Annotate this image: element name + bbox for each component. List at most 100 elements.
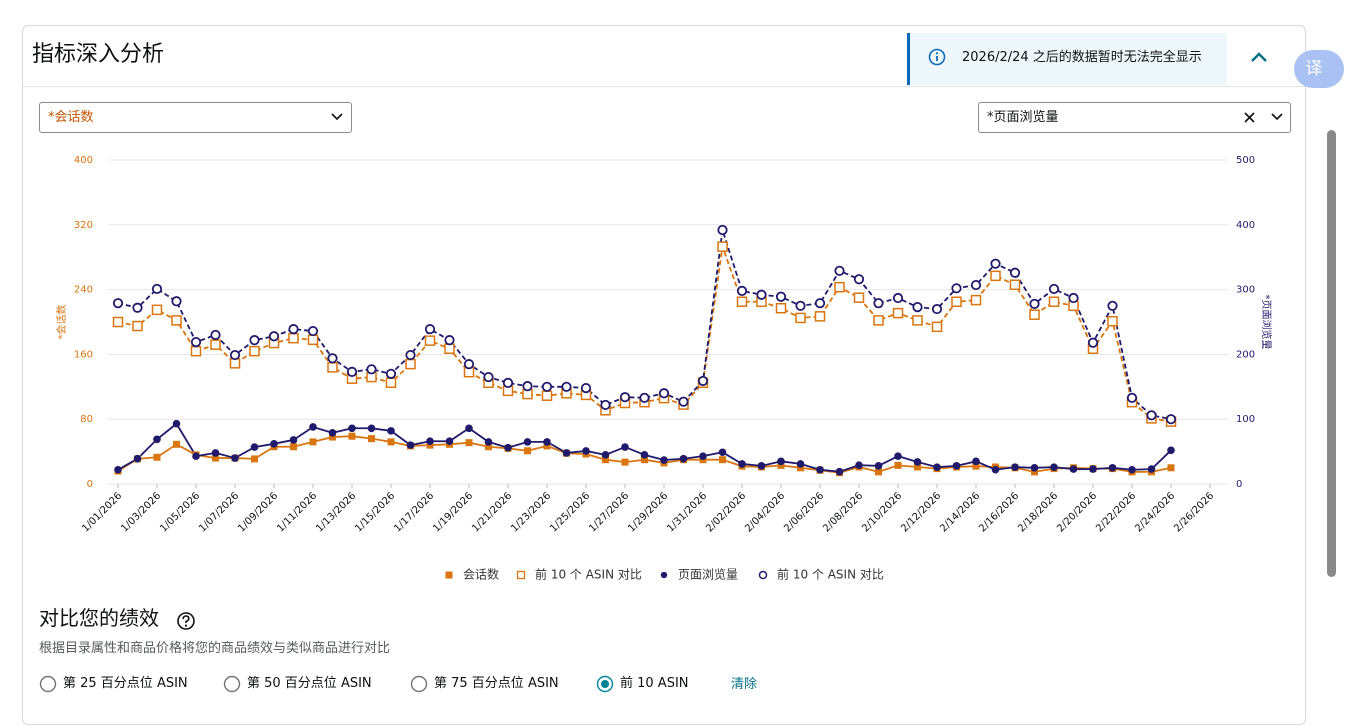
marker <box>210 329 221 341</box>
radio-button[interactable] <box>596 675 614 693</box>
x-tick-label: 2/24/2026 <box>1133 490 1177 534</box>
x-tick-label: 1/19/2026 <box>431 490 475 534</box>
marker <box>210 339 221 350</box>
scrollbar[interactable] <box>1327 130 1336 577</box>
marker <box>600 399 611 411</box>
marker <box>289 436 298 444</box>
clear-link[interactable]: 清除 <box>731 677 758 692</box>
radio-button[interactable] <box>410 675 428 693</box>
y2-tick-label: 300 <box>1236 285 1255 296</box>
marker <box>621 443 629 451</box>
marker <box>951 283 962 294</box>
marker <box>990 270 1001 282</box>
marker <box>504 443 512 452</box>
marker <box>1031 468 1038 476</box>
radio-button[interactable] <box>223 675 241 693</box>
legend-marker <box>660 571 668 579</box>
legend-marker <box>445 571 453 579</box>
y-tick-label: 400 <box>74 155 93 166</box>
marker <box>678 396 689 407</box>
marker <box>640 451 649 459</box>
marker <box>582 447 590 455</box>
marker <box>485 443 492 451</box>
section-title: 对比您的绩效 <box>39 606 159 630</box>
marker <box>757 462 766 470</box>
radio-label[interactable]: 第 75 百分点位 ASIN <box>434 676 559 691</box>
marker <box>309 438 317 446</box>
marker <box>522 381 533 392</box>
section-subtitle: 根据目录属性和商品价格将您的商品绩效与类似商品进行对比 <box>39 641 391 656</box>
legend-item: 页面浏览量 <box>660 567 738 582</box>
marker <box>385 377 397 388</box>
marker <box>816 465 824 474</box>
marker <box>738 460 746 468</box>
marker <box>1029 298 1040 309</box>
marker <box>756 289 767 300</box>
radio-label[interactable]: 前 10 ASIN <box>620 676 689 691</box>
radio-button[interactable] <box>39 675 57 693</box>
x-tick-label: 1/03/2026 <box>119 490 163 534</box>
translate-button[interactable]: 译 <box>1294 50 1344 88</box>
x-tick-label: 1/01/2026 <box>80 490 124 534</box>
marker <box>931 303 943 315</box>
radio-label[interactable]: 第 50 百分点位 ASIN <box>247 676 372 691</box>
marker <box>873 315 884 326</box>
marker <box>190 336 202 348</box>
page: {"header":{"title":"指标深入分析"}, "notice":{… <box>22 25 1344 725</box>
y-tick-label: 80 <box>80 414 93 425</box>
marker <box>1009 279 1021 290</box>
marker <box>327 362 338 373</box>
marker <box>329 433 336 441</box>
clear-icon[interactable] <box>1243 111 1257 125</box>
marker <box>641 456 648 464</box>
marker <box>834 281 845 293</box>
marker <box>1147 465 1156 473</box>
marker <box>835 467 844 476</box>
x-tick-label: 1/09/2026 <box>236 490 280 534</box>
y2-tick-label: 200 <box>1236 349 1255 360</box>
metric-dropdown[interactable]: *页面浏览量 <box>978 102 1291 133</box>
marker <box>153 453 161 461</box>
marker <box>250 443 259 451</box>
x-tick-label: 2/10/2026 <box>860 490 904 534</box>
x-tick-label: 2/20/2026 <box>1055 490 1099 534</box>
x-tick-label: 1/29/2026 <box>626 490 670 534</box>
marker <box>424 324 436 335</box>
marker <box>465 424 473 433</box>
collapse-button[interactable] <box>1249 49 1269 65</box>
x-tick-label: 2/12/2026 <box>899 490 943 534</box>
marker <box>991 465 1000 474</box>
x-tick-label: 2/02/2026 <box>704 490 748 534</box>
marker <box>639 392 650 403</box>
page-title: 指标深入分析 <box>32 42 165 67</box>
marker <box>192 452 200 460</box>
dropdown-label: *会话数 <box>48 110 94 125</box>
marker <box>697 375 709 387</box>
marker <box>385 368 397 379</box>
x-tick-label: 1/23/2026 <box>509 490 553 534</box>
marker <box>913 458 922 466</box>
marker <box>914 463 921 471</box>
marker <box>719 456 726 464</box>
marker <box>795 312 806 324</box>
marker <box>231 454 239 462</box>
marker <box>387 438 395 446</box>
notice-text: 2026/2/24 之后的数据暂时无法完全显示 <box>962 50 1202 65</box>
dropdown-label: *页面浏览量 <box>987 110 1059 125</box>
notice-banner <box>907 33 1227 85</box>
marker <box>190 345 202 357</box>
marker <box>1029 309 1040 320</box>
marker <box>1167 446 1175 455</box>
marker <box>387 427 395 435</box>
marker <box>543 442 551 450</box>
marker <box>424 335 436 346</box>
marker <box>133 454 142 463</box>
marker <box>348 432 356 440</box>
marker <box>855 461 863 470</box>
metric-dropdown[interactable]: *会话数 <box>39 102 352 133</box>
marker <box>153 435 161 444</box>
help-icon[interactable] <box>176 611 196 631</box>
radio-label[interactable]: 第 25 百分点位 ASIN <box>63 676 188 691</box>
divider <box>23 86 1305 87</box>
marker <box>892 307 904 319</box>
